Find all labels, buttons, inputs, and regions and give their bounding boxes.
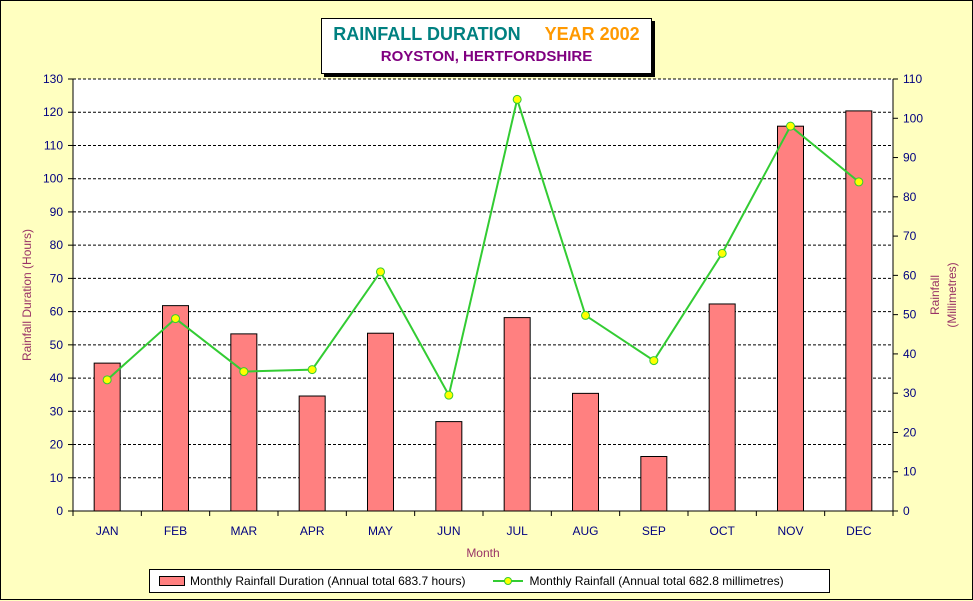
rainfall-point xyxy=(581,310,590,320)
x-tick-label: MAR xyxy=(230,524,257,538)
y2-axis-title-line2: (Millimetres) xyxy=(945,262,959,327)
bar xyxy=(230,333,258,512)
chart-title-box: RAINFALL DURATION YEAR 2002 ROYSTON, HERT… xyxy=(321,18,652,74)
x-axis-title: Month xyxy=(466,546,499,560)
x-tick-label: AUG xyxy=(572,524,598,538)
legend-bar-label: Monthly Rainfall Duration (Annual total … xyxy=(190,574,466,588)
y-tick-label: 0 xyxy=(56,504,63,518)
rainfall-point xyxy=(307,365,317,375)
y2-tick-label: 40 xyxy=(903,347,917,361)
y-tick-label: 80 xyxy=(50,238,64,252)
x-tick-label: SEP xyxy=(642,524,666,538)
y2-tick-label: 30 xyxy=(903,386,917,400)
y2-tick-label: 0 xyxy=(903,504,910,518)
x-tick-label: OCT xyxy=(709,524,735,538)
bar xyxy=(435,421,463,512)
y-tick-label: 70 xyxy=(50,271,64,285)
bar xyxy=(298,395,326,512)
legend-item-rainfall: Monthly Rainfall (Annual total 682.8 mil… xyxy=(465,574,784,588)
y2-tick-label: 10 xyxy=(903,465,917,479)
x-tick-label: MAY xyxy=(368,524,393,538)
y2-tick-label: 20 xyxy=(903,425,917,439)
x-tick-label: JUL xyxy=(506,524,528,538)
legend-line-label: Monthly Rainfall (Annual total 682.8 mil… xyxy=(529,574,784,588)
legend-item-duration: Monthly Rainfall Duration (Annual total … xyxy=(150,574,465,588)
bar xyxy=(367,332,394,512)
rainfall-point xyxy=(171,314,180,324)
bar xyxy=(845,110,873,512)
plot-area xyxy=(73,79,893,511)
y-tick-label: 130 xyxy=(43,72,63,86)
bar xyxy=(162,305,189,512)
rainfall-point xyxy=(717,248,727,258)
y2-tick-label: 80 xyxy=(903,190,917,204)
rainfall-point xyxy=(376,267,385,277)
x-tick-label: APR xyxy=(300,524,325,538)
y-tick-label: 20 xyxy=(50,438,64,452)
x-tick-label: NOV xyxy=(777,524,803,538)
rainfall-point xyxy=(239,367,249,377)
bar xyxy=(93,362,121,512)
rainfall-point xyxy=(102,375,112,385)
x-tick-label: JAN xyxy=(96,524,119,538)
y2-tick-label: 110 xyxy=(903,72,922,86)
y-tick-label: 60 xyxy=(50,305,64,319)
rainfall-point xyxy=(649,356,659,366)
y2-tick-label: 100 xyxy=(903,111,923,125)
rainfall-point xyxy=(512,94,522,104)
bar xyxy=(503,317,531,512)
y2-tick-label: 50 xyxy=(903,308,917,322)
bar xyxy=(777,125,804,512)
y-tick-label: 120 xyxy=(43,105,63,119)
legend-line-swatch xyxy=(493,576,524,586)
chart-title-line: RAINFALL DURATION YEAR 2002 xyxy=(322,24,651,45)
bar xyxy=(572,392,599,512)
legend-bar-swatch xyxy=(159,576,185,586)
y-tick-label: 50 xyxy=(50,338,64,352)
y2-tick-label: 70 xyxy=(903,229,917,243)
rainfall-line xyxy=(106,95,860,398)
y2-tick-label: 60 xyxy=(903,268,917,282)
y-tick-label: 40 xyxy=(50,371,64,385)
chart-legend: Monthly Rainfall Duration (Annual total … xyxy=(149,569,830,593)
chart-subtitle: ROYSTON, HERTFORDSHIRE xyxy=(380,48,593,65)
x-tick-label: FEB xyxy=(164,524,187,538)
bar xyxy=(640,456,668,512)
x-tick-label: JUN xyxy=(437,524,460,538)
y2-axis-title-line1: Rainfall xyxy=(928,275,942,315)
y-tick-label: 100 xyxy=(43,172,63,186)
y-tick-label: 30 xyxy=(50,404,64,418)
bar xyxy=(708,303,736,512)
y-tick-label: 90 xyxy=(50,205,64,219)
y-tick-label: 10 xyxy=(50,471,64,485)
chart-title: RAINFALL DURATION xyxy=(333,24,521,44)
chart-title-year: YEAR 2002 xyxy=(544,24,640,44)
rainfall-point xyxy=(786,121,795,131)
y2-tick-label: 90 xyxy=(903,151,917,165)
x-tick-label: DEC xyxy=(846,524,872,538)
rainfall-point xyxy=(854,177,864,187)
y-tick-label: 110 xyxy=(44,138,63,152)
rainfall-point xyxy=(444,390,454,400)
y-axis-title: Rainfall Duration (Hours) xyxy=(20,229,34,361)
